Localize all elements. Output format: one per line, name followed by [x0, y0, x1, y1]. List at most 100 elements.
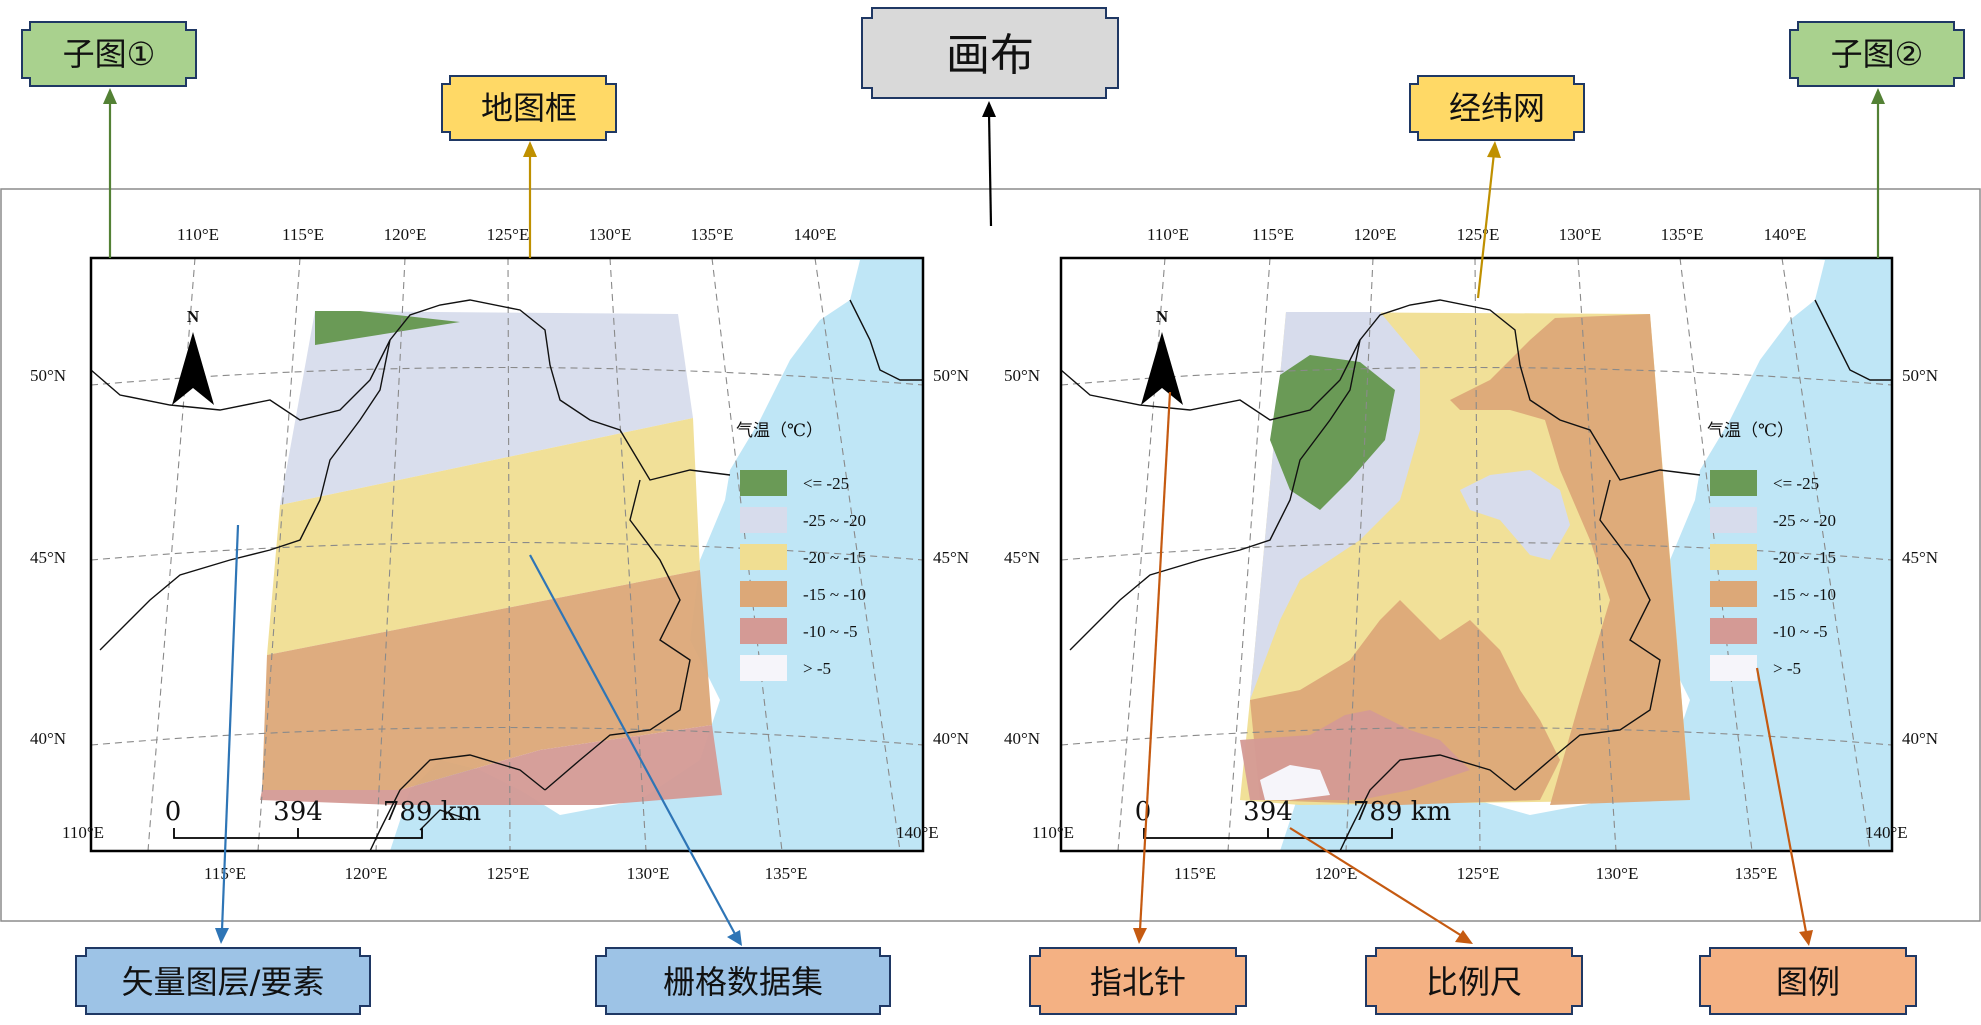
- callout-graticule-label: 经纬网: [1449, 89, 1545, 127]
- lat-45-right-a: 45°N: [1004, 548, 1040, 567]
- lon-top-130-left: 130°E: [589, 225, 632, 244]
- callout-subplot1: 子图①: [21, 21, 197, 87]
- legend-label-0-left: <= -25: [803, 474, 849, 493]
- lat-45-left-a: 45°N: [30, 548, 66, 567]
- legend-title-left: 气温（℃）: [736, 421, 823, 440]
- callout-subplot2: 子图②: [1789, 21, 1965, 87]
- legend-swatch-3-right: [1710, 581, 1757, 607]
- callout-map-frame: 地图框: [441, 75, 617, 141]
- lat-40-right-b: 40°N: [1902, 729, 1938, 748]
- legend-swatch-1-right: [1710, 507, 1757, 533]
- legend-label-4-right: -10 ~ -5: [1773, 622, 1828, 641]
- lon-top-120-right: 120°E: [1354, 225, 1397, 244]
- arrow-legend: [1755, 667, 1808, 933]
- scale-789-right: 789 km: [1353, 797, 1451, 827]
- legend-swatch-2-left: [740, 544, 787, 570]
- callout-north-arrow: 指北针: [1029, 947, 1247, 1015]
- legend-label-5-right: > -5: [1773, 659, 1801, 678]
- arrow-north-arrow: [1138, 391, 1172, 931]
- lat-40-left-b: 40°N: [933, 729, 969, 748]
- lon-bottom-120-left: 120°E: [345, 864, 388, 883]
- callout-vector-layer-label: 矢量图层/要素: [122, 963, 325, 1001]
- north-arrow-right: N: [1141, 307, 1183, 405]
- legend-label-0-right: <= -25: [1773, 474, 1819, 493]
- legend-swatch-3-left: [740, 581, 787, 607]
- scale-bar-left: 0 394 789 km: [165, 797, 481, 839]
- vector-borders-left: [91, 299, 923, 851]
- legend-label-5-left: > -5: [803, 659, 831, 678]
- lon-bottom-130-right: 130°E: [1596, 864, 1639, 883]
- legend-label-1-right: -25 ~ -20: [1773, 511, 1836, 530]
- callout-scale-bar-label: 比例尺: [1426, 963, 1522, 1001]
- callout-legend: 图例: [1699, 947, 1917, 1015]
- legend-swatch-5-left: [740, 655, 787, 681]
- lon-top-115-left: 115°E: [282, 225, 324, 244]
- callout-raster-dataset: 栅格数据集: [595, 947, 891, 1015]
- scale-394-left: 394: [273, 797, 323, 827]
- lat-40-left-a: 40°N: [30, 729, 66, 748]
- legend-title-right: 气温（℃）: [1707, 421, 1794, 440]
- arrow-scale-bar: [1289, 827, 1463, 937]
- legend-swatch-4-right: [1710, 618, 1757, 644]
- legend-label-3-right: -15 ~ -10: [1773, 585, 1836, 604]
- callout-subplot2-label: 子图②: [1831, 35, 1924, 73]
- callout-scale-bar: 比例尺: [1365, 947, 1583, 1015]
- corner-left-right: 110°E: [1032, 823, 1074, 842]
- callout-raster-dataset-label: 栅格数据集: [663, 963, 823, 1001]
- callout-vector-layer: 矢量图层/要素: [75, 947, 371, 1015]
- lat-50-right-a: 50°N: [1004, 366, 1040, 385]
- scale-789-left: 789 km: [383, 797, 481, 827]
- legend-label-1-left: -25 ~ -20: [803, 511, 866, 530]
- callout-subplot1-label: 子图①: [63, 35, 156, 73]
- legend-swatch-4-left: [740, 618, 787, 644]
- corner-right-right: 140°E: [1865, 823, 1908, 842]
- callout-graticule: 经纬网: [1409, 75, 1585, 141]
- lon-bottom-120-right: 120°E: [1315, 864, 1358, 883]
- lon-top-130-right: 130°E: [1559, 225, 1602, 244]
- callout-north-arrow-label: 指北针: [1090, 963, 1186, 1001]
- map-frame-left: [89, 256, 925, 853]
- lon-top-110-right: 110°E: [1147, 225, 1189, 244]
- legend-swatch-0-right: [1710, 470, 1757, 496]
- lon-bottom-125-right: 125°E: [1457, 864, 1500, 883]
- arrow-vector-layer: [220, 524, 240, 931]
- north-label-left: N: [187, 307, 200, 326]
- legend-swatch-0-left: [740, 470, 787, 496]
- lon-top-125-left: 125°E: [487, 225, 530, 244]
- raster-left: [280, 311, 693, 505]
- callout-map-frame-label: 地图框: [481, 89, 577, 127]
- lon-bottom-135-right: 135°E: [1735, 864, 1778, 883]
- legend-left: 气温（℃） <= -25 -25 ~ -20 -20 ~ -15 -15 ~ -…: [736, 421, 866, 681]
- lat-50-left-a: 50°N: [30, 366, 66, 385]
- lon-top-140-right: 140°E: [1764, 225, 1807, 244]
- arrow-canvas: [987, 112, 993, 227]
- lat-40-right-a: 40°N: [1004, 729, 1040, 748]
- lon-top-140-left: 140°E: [794, 225, 837, 244]
- lon-bottom-130-left: 130°E: [627, 864, 670, 883]
- lon-bottom-125-left: 125°E: [487, 864, 530, 883]
- lon-top-125-right: 125°E: [1457, 225, 1500, 244]
- lon-top-120-left: 120°E: [384, 225, 427, 244]
- callout-canvas-label: 画布: [946, 30, 1034, 81]
- map-frame-right: [1059, 256, 1894, 853]
- callout-canvas: 画布: [861, 7, 1119, 99]
- sea-left: [390, 258, 923, 851]
- lon-top-135-right: 135°E: [1661, 225, 1704, 244]
- arrow-raster-dataset: [529, 554, 736, 935]
- legend-swatch-2-right: [1710, 544, 1757, 570]
- lon-top-110-left: 110°E: [177, 225, 219, 244]
- corner-right-left: 140°E: [896, 823, 939, 842]
- legend-right: 气温（℃） <= -25 -25 ~ -20 -20 ~ -15 -15 ~ -…: [1707, 421, 1836, 681]
- lat-45-left-b: 45°N: [933, 548, 969, 567]
- legend-label-2-right: -20 ~ -15: [1773, 548, 1836, 567]
- legend-label-2-left: -20 ~ -15: [803, 548, 866, 567]
- lat-45-right-b: 45°N: [1902, 548, 1938, 567]
- legend-label-4-left: -10 ~ -5: [803, 622, 858, 641]
- arrow-graticule: [1476, 152, 1496, 299]
- scale-0-left: 0: [165, 797, 182, 827]
- callout-legend-label: 图例: [1776, 963, 1840, 1001]
- lon-top-115-right: 115°E: [1252, 225, 1294, 244]
- north-label-right: N: [1156, 307, 1169, 326]
- legend-label-3-left: -15 ~ -10: [803, 585, 866, 604]
